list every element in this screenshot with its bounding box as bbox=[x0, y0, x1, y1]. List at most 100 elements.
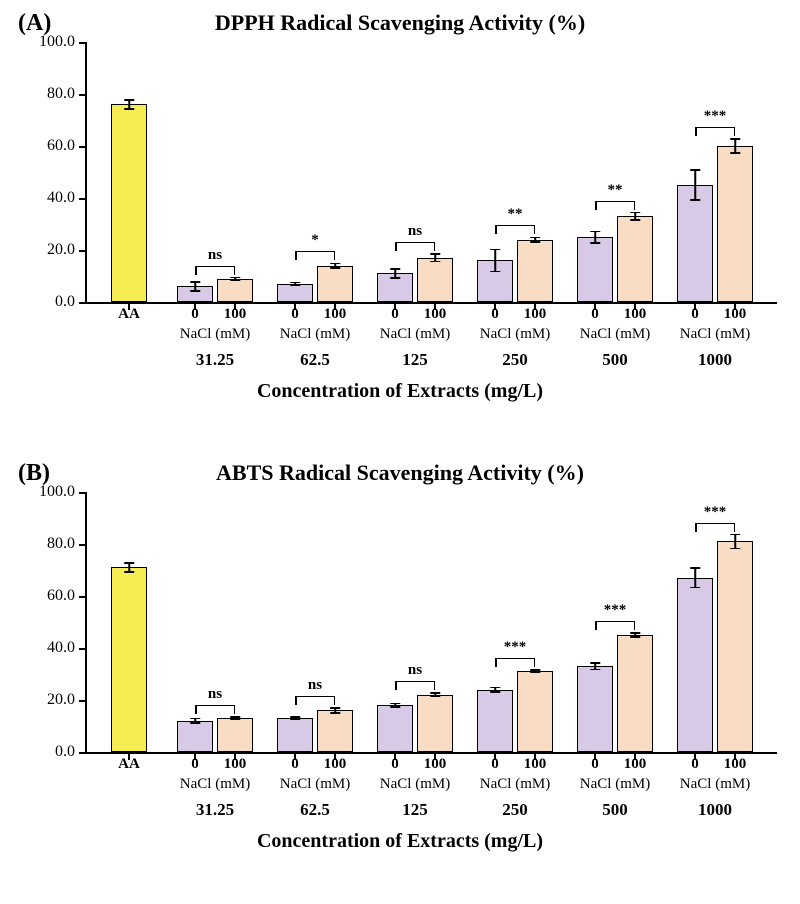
x-conc-label: 1000 bbox=[698, 350, 732, 370]
x-tick-label: 0 bbox=[491, 752, 499, 773]
x-tick-label: 0 bbox=[191, 302, 199, 323]
error-bar bbox=[594, 662, 596, 670]
sig-bracket bbox=[495, 225, 535, 226]
x-tick-label: 100 bbox=[624, 752, 647, 773]
bar-aa bbox=[111, 567, 147, 752]
y-tick: 40.0 bbox=[47, 639, 87, 657]
x-group-nacl: NaCl (mM) bbox=[680, 776, 750, 793]
error-bar bbox=[434, 692, 436, 697]
y-tick: 40.0 bbox=[47, 189, 87, 207]
figure-root: (A)DPPH Radical Scavenging Activity (%)0… bbox=[0, 0, 800, 904]
sig-label: ns bbox=[408, 662, 422, 679]
bar-nacl100 bbox=[417, 695, 453, 752]
x-conc-label: 1000 bbox=[698, 800, 732, 820]
bar-nacl0 bbox=[377, 705, 413, 752]
sig-label: ns bbox=[208, 247, 222, 264]
error-bar bbox=[594, 231, 596, 244]
error-bar bbox=[394, 703, 396, 708]
x-tick-label: 100 bbox=[324, 302, 347, 323]
x-tick-label: 0 bbox=[691, 752, 699, 773]
x-tick-label: 0 bbox=[391, 752, 399, 773]
x-tick-label: 100 bbox=[724, 752, 747, 773]
panel-title-A: DPPH Radical Scavenging Activity (%) bbox=[0, 10, 800, 36]
y-tick: 0.0 bbox=[55, 293, 87, 311]
y-tick: 100.0 bbox=[39, 483, 87, 501]
x-group-nacl: NaCl (mM) bbox=[280, 776, 350, 793]
x-group-nacl: NaCl (mM) bbox=[580, 776, 650, 793]
sig-bracket bbox=[695, 523, 735, 524]
x-conc-label: 62.5 bbox=[300, 350, 330, 370]
x-tick-label: 100 bbox=[524, 302, 547, 323]
x-tick-label: 0 bbox=[691, 302, 699, 323]
error-bar bbox=[534, 237, 536, 243]
bar-nacl100 bbox=[317, 266, 353, 302]
x-group-nacl: NaCl (mM) bbox=[680, 326, 750, 343]
sig-label: *** bbox=[704, 108, 727, 125]
plot-area-B: 0.020.040.060.080.0100.0AAns0100NaCl (mM… bbox=[85, 492, 777, 754]
error-bar bbox=[294, 282, 296, 286]
bar-nacl0 bbox=[477, 690, 513, 752]
sig-bracket bbox=[195, 266, 235, 267]
x-tick-label: 100 bbox=[624, 302, 647, 323]
y-tick: 60.0 bbox=[47, 587, 87, 605]
x-group-nacl: NaCl (mM) bbox=[180, 776, 250, 793]
x-group-nacl: NaCl (mM) bbox=[380, 776, 450, 793]
bar-nacl0 bbox=[277, 284, 313, 302]
x-tick-label: 100 bbox=[224, 752, 247, 773]
y-tick: 20.0 bbox=[47, 691, 87, 709]
x-tick-label: 100 bbox=[324, 752, 347, 773]
bar-nacl0 bbox=[577, 237, 613, 302]
error-bar bbox=[234, 277, 236, 281]
bar-nacl100 bbox=[217, 279, 253, 302]
plot-area-A: 0.020.040.060.080.0100.0AAns0100NaCl (mM… bbox=[85, 42, 777, 304]
x-conc-label: 250 bbox=[502, 800, 528, 820]
error-bar bbox=[294, 716, 296, 720]
error-bar bbox=[734, 534, 736, 550]
bar-aa bbox=[111, 104, 147, 302]
x-conc-label: 125 bbox=[402, 800, 428, 820]
error-bar bbox=[434, 253, 436, 262]
x-conc-label: 31.25 bbox=[196, 350, 234, 370]
error-bar bbox=[194, 718, 196, 724]
bar-nacl100 bbox=[617, 216, 653, 302]
panel-A: (A)DPPH Radical Scavenging Activity (%)0… bbox=[0, 0, 800, 440]
error-bar bbox=[534, 669, 536, 673]
y-tick: 0.0 bbox=[55, 743, 87, 761]
x-axis-title: Concentration of Extracts (mg/L) bbox=[0, 830, 800, 853]
bar-nacl100 bbox=[717, 541, 753, 752]
x-tick-label: 100 bbox=[424, 752, 447, 773]
error-bar bbox=[734, 138, 736, 154]
panel-title-B: ABTS Radical Scavenging Activity (%) bbox=[0, 460, 800, 486]
x-tick-label: 100 bbox=[524, 752, 547, 773]
sig-label: ns bbox=[308, 677, 322, 694]
error-bar bbox=[334, 263, 336, 269]
bar-nacl100 bbox=[717, 146, 753, 302]
error-bar bbox=[634, 632, 636, 637]
error-bar bbox=[234, 716, 236, 720]
sig-bracket bbox=[695, 127, 735, 128]
y-tick: 80.0 bbox=[47, 535, 87, 553]
bar-nacl100 bbox=[217, 718, 253, 752]
x-tick-label: 0 bbox=[191, 752, 199, 773]
bar-nacl0 bbox=[677, 578, 713, 752]
sig-label: *** bbox=[504, 639, 527, 656]
x-tick-label: 0 bbox=[291, 752, 299, 773]
error-bar bbox=[394, 268, 396, 278]
bar-nacl100 bbox=[617, 635, 653, 752]
x-group-nacl: NaCl (mM) bbox=[380, 326, 450, 343]
x-conc-label: 125 bbox=[402, 350, 428, 370]
x-group-nacl: NaCl (mM) bbox=[180, 326, 250, 343]
y-tick: 60.0 bbox=[47, 137, 87, 155]
x-tick-label: 0 bbox=[591, 302, 599, 323]
x-tick-label: 0 bbox=[391, 302, 399, 323]
bar-nacl100 bbox=[317, 710, 353, 752]
sig-bracket bbox=[295, 696, 335, 697]
bar-nacl0 bbox=[277, 718, 313, 752]
error-bar bbox=[334, 707, 336, 713]
sig-label: ** bbox=[508, 206, 523, 223]
sig-bracket bbox=[595, 201, 635, 202]
error-bar bbox=[494, 687, 496, 693]
sig-bracket bbox=[595, 621, 635, 622]
sig-bracket bbox=[395, 242, 435, 243]
x-tick-label: 0 bbox=[291, 302, 299, 323]
